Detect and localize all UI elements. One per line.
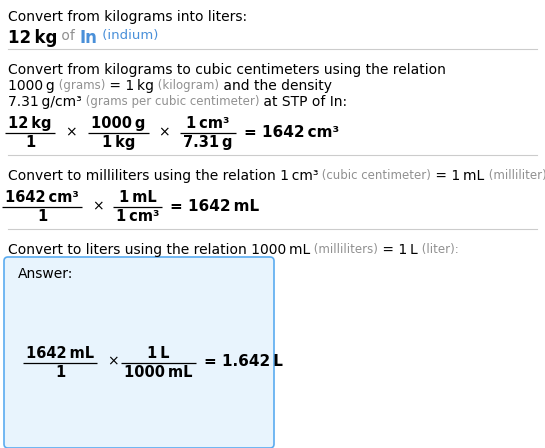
Text: 12 kg: 12 kg [8, 29, 57, 47]
Text: at STP of In:: at STP of In: [259, 95, 347, 109]
Text: 1000 g: 1000 g [8, 79, 54, 93]
Text: Convert from kilograms into liters:: Convert from kilograms into liters: [8, 10, 247, 24]
Text: 1: 1 [55, 365, 65, 379]
Text: (kilogram): (kilogram) [154, 79, 219, 92]
Text: of: of [57, 29, 80, 43]
Text: Answer:: Answer: [18, 267, 74, 281]
Text: Convert from kilograms to cubic centimeters using the relation: Convert from kilograms to cubic centimet… [8, 63, 446, 77]
Text: = 1642 cm³: = 1642 cm³ [244, 125, 339, 139]
Text: = 1 L: = 1 L [378, 243, 418, 257]
Text: 1: 1 [25, 135, 35, 150]
Text: = 1 kg: = 1 kg [105, 79, 154, 93]
Text: ×: × [65, 125, 76, 139]
Text: 1642 cm³: 1642 cm³ [5, 190, 79, 205]
Text: 1: 1 [37, 209, 47, 224]
Text: (milliliters): (milliliters) [310, 243, 378, 256]
Text: 1 mL: 1 mL [119, 190, 156, 205]
Text: 1000 mL: 1000 mL [124, 365, 193, 379]
Text: (indium): (indium) [98, 29, 158, 42]
Text: 1 cm³: 1 cm³ [116, 209, 159, 224]
Text: 1642 mL: 1642 mL [26, 345, 94, 361]
Text: In: In [80, 29, 98, 47]
Text: and the density: and the density [219, 79, 332, 93]
Text: 1 cm³: 1 cm³ [186, 116, 230, 131]
Text: 1 L: 1 L [148, 345, 170, 361]
Text: ×: × [159, 125, 170, 139]
Text: = 1642 mL: = 1642 mL [170, 198, 259, 214]
Text: = 1.642 L: = 1.642 L [204, 354, 283, 369]
Text: 12 kg: 12 kg [8, 116, 52, 131]
Text: Convert to liters using the relation 1000 mL: Convert to liters using the relation 100… [8, 243, 310, 257]
Text: 1 kg: 1 kg [102, 135, 135, 150]
FancyBboxPatch shape [4, 257, 274, 448]
Text: ×: × [92, 199, 104, 213]
Text: ×: × [107, 354, 119, 369]
Text: (cubic centimeter): (cubic centimeter) [318, 169, 432, 182]
Text: = 1 mL: = 1 mL [432, 169, 485, 183]
Text: (milliliter):: (milliliter): [485, 169, 545, 182]
Text: (liter):: (liter): [418, 243, 459, 256]
Text: Convert to milliliters using the relation 1 cm³: Convert to milliliters using the relatio… [8, 169, 318, 183]
Text: (grams): (grams) [54, 79, 105, 92]
Text: 7.31 g/cm³: 7.31 g/cm³ [8, 95, 82, 109]
Text: 7.31 g: 7.31 g [184, 135, 233, 150]
Text: (grams per cubic centimeter): (grams per cubic centimeter) [82, 95, 259, 108]
Text: 1000 g: 1000 g [91, 116, 146, 131]
